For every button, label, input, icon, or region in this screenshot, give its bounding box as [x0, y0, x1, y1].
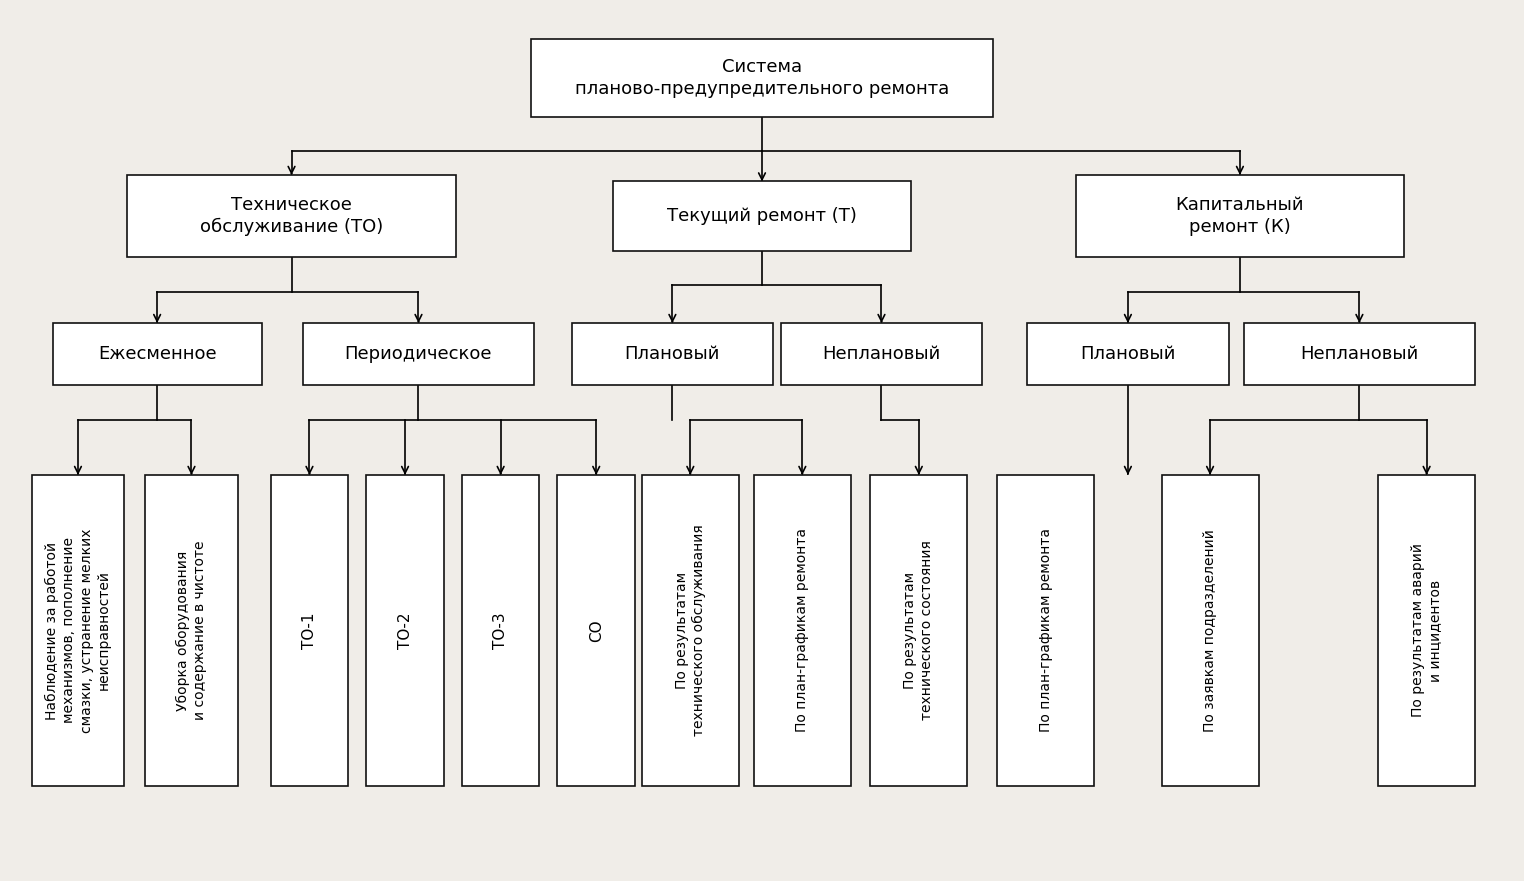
Text: Периодическое: Периодическое [344, 345, 492, 363]
Text: По результатам аварий
и инцидентов: По результатам аварий и инцидентов [1411, 544, 1442, 717]
Text: По план-графикам ремонта: По план-графикам ремонта [796, 529, 809, 732]
Text: ТО-1: ТО-1 [302, 612, 317, 648]
Bar [572, 323, 773, 385]
Bar [997, 475, 1094, 786]
Bar [271, 475, 349, 786]
Bar [1076, 175, 1404, 257]
Text: По заявкам подразделений: По заявкам подразделений [1202, 529, 1218, 732]
Text: ТО-2: ТО-2 [398, 612, 413, 648]
Bar [1378, 475, 1475, 786]
Text: По план-графикам ремонта: По план-графикам ремонта [1039, 529, 1053, 732]
Bar [754, 475, 850, 786]
Text: Текущий ремонт (Т): Текущий ремонт (Т) [668, 207, 856, 225]
Text: По результатам
технического состояния: По результатам технического состояния [904, 541, 934, 721]
Text: Капитальный
ремонт (К): Капитальный ремонт (К) [1175, 196, 1305, 236]
Bar [780, 323, 983, 385]
Bar [303, 323, 535, 385]
Bar [366, 475, 443, 786]
Text: Наблюдение за работой
механизмов, пополнение
смазки, устранение мелких
неисправн: Наблюдение за работой механизмов, пополн… [46, 529, 111, 733]
Text: Плановый: Плановый [1081, 345, 1175, 363]
Text: СО: СО [588, 619, 604, 641]
Bar [613, 181, 911, 250]
Text: ТО-3: ТО-3 [494, 612, 507, 648]
Text: Система
планово-предупредительного ремонта: Система планово-предупредительного ремон… [575, 58, 949, 98]
Text: Техническое
обслуживание (ТО): Техническое обслуживание (ТО) [200, 196, 383, 236]
Bar [32, 475, 125, 786]
Bar [1161, 475, 1259, 786]
Bar [52, 323, 262, 385]
Bar [1244, 323, 1475, 385]
Text: Неплановый: Неплановый [823, 345, 940, 363]
Bar [870, 475, 968, 786]
Text: Плановый: Плановый [625, 345, 719, 363]
Bar [145, 475, 238, 786]
Bar [530, 39, 994, 117]
Text: Ежесменное: Ежесменное [98, 345, 216, 363]
Bar [558, 475, 636, 786]
Text: Уборка оборудования
и содержание в чистоте: Уборка оборудования и содержание в чисто… [175, 541, 207, 720]
Bar [642, 475, 739, 786]
Text: Неплановый: Неплановый [1300, 345, 1419, 363]
Bar [126, 175, 456, 257]
Bar [462, 475, 539, 786]
Bar [1027, 323, 1228, 385]
Text: По результатам
технического обслуживания: По результатам технического обслуживания [675, 524, 706, 737]
